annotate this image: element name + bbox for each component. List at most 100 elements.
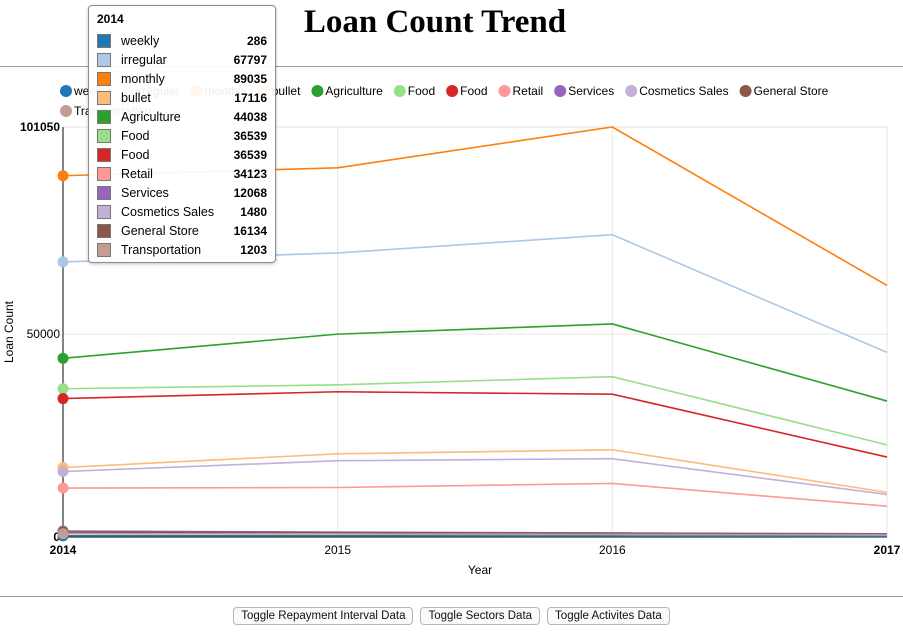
tooltip-series-value: 44038	[233, 109, 267, 124]
hover-tooltip: 2014 weekly 286 irregular 67797 monthly 89035…	[88, 5, 276, 263]
legend-item: General Store	[739, 84, 829, 98]
legend-item: Retail	[498, 84, 544, 98]
legend-marker	[554, 85, 567, 97]
legend-item: Food	[446, 84, 488, 98]
y-tick-label: 50000	[27, 327, 61, 341]
series-line-weekly	[62, 534, 888, 538]
tooltip-series-name: Retail	[121, 166, 153, 181]
legend-marker	[498, 85, 511, 97]
tooltip-series-value: 67797	[233, 52, 267, 67]
legend-item: Food	[393, 84, 435, 98]
series-line-agriculture	[62, 323, 888, 402]
legend-marker	[393, 85, 406, 97]
tooltip-series-value: 17116	[234, 90, 267, 105]
series-line-cosmetics-sales	[62, 457, 888, 496]
series-point-retail	[57, 482, 69, 494]
legend-item: Agriculture	[311, 84, 383, 98]
x-tick-label: 2014	[50, 543, 77, 557]
legend-marker	[60, 105, 72, 117]
toggle-activities-button[interactable]: Toggle Activites Data	[547, 607, 670, 625]
toggle-sectors-button[interactable]: Toggle Sectors Data	[420, 607, 541, 625]
series-line-food	[62, 375, 888, 446]
tooltip-series-value: 34123	[233, 166, 267, 181]
tooltip-row: weekly 286	[97, 31, 267, 50]
series-point-irregular	[57, 256, 69, 268]
tooltip-row: Transportation 1203	[97, 240, 267, 259]
tooltip-series-name: General Store	[121, 223, 199, 238]
series-point-transportation	[57, 528, 69, 540]
tooltip-series-value: 1203	[240, 242, 267, 257]
y-tick-label: 0	[53, 530, 60, 544]
tooltip-series-name: bullet	[121, 90, 151, 105]
x-tick-label: 2016	[599, 543, 626, 557]
series-point-food	[57, 393, 69, 405]
tooltip-swatch	[97, 185, 111, 200]
tooltip-series-name: Cosmetics Sales	[121, 204, 215, 219]
tooltip-series-name: Transportation	[121, 242, 202, 257]
series-line-food	[62, 390, 888, 458]
tooltip-series-name: Services	[121, 185, 169, 200]
line-chart: 2014 2015 2016 2017 0 50000 101050 Year Loan Cou…	[2, 84, 901, 577]
legend-label: Agriculture	[325, 84, 383, 98]
tooltip-series-value: 286	[246, 33, 267, 48]
tooltip-series-value: 89035	[233, 71, 267, 86]
tooltip-series-name: Food	[121, 128, 150, 143]
chart-title: Loan Count Trend	[303, 4, 567, 40]
legend-marker	[739, 85, 752, 97]
tooltip-swatch	[97, 33, 111, 48]
series-point-agriculture	[57, 352, 69, 364]
tooltip-series-value: 16134	[233, 223, 267, 238]
tooltip-row: Food 36539	[97, 126, 267, 145]
series-point-food	[57, 383, 69, 395]
legend-label: Retail	[513, 84, 544, 98]
legend-marker	[625, 85, 638, 97]
series-point-cosmetics-sales	[57, 466, 69, 478]
tooltip-row: Cosmetics Sales 1480	[97, 202, 267, 221]
y-tick-label: 101050	[20, 120, 60, 134]
x-tick-label: 2015	[324, 543, 351, 557]
toggle-repayment-interval-button[interactable]: Toggle Repayment Interval Data	[233, 607, 414, 625]
tooltip-row: Retail 34123	[97, 164, 267, 183]
tooltip-row: Services 12068	[97, 183, 267, 202]
tooltip-swatch	[97, 147, 111, 162]
legend-marker	[446, 85, 459, 97]
tooltip-swatch	[97, 90, 111, 105]
x-axis-label: Year	[468, 563, 492, 577]
series-line-general-store	[62, 531, 888, 535]
tooltip-swatch	[97, 242, 111, 257]
tooltip-series-value: 36539	[233, 128, 267, 143]
grid	[62, 126, 888, 538]
series-line-retail	[62, 482, 888, 507]
toggle-button-bar: Toggle Repayment Interval Data Toggle Se…	[0, 607, 903, 625]
legend-item: Services	[554, 84, 614, 98]
bottom-divider	[0, 596, 903, 597]
tooltip-series-value: 1480	[240, 204, 267, 219]
tooltip-swatch	[97, 128, 111, 143]
legend-label: Services	[568, 84, 614, 98]
series-point-monthly	[57, 170, 69, 182]
tooltip-swatch	[97, 166, 111, 181]
series-line-bullet	[62, 448, 888, 494]
tooltip-swatch	[97, 204, 111, 219]
tooltip-row: bullet 17116	[97, 88, 267, 107]
tooltip-swatch	[97, 52, 111, 67]
tooltip-row: Agriculture 44038	[97, 107, 267, 126]
tooltip-series-name: Food	[121, 147, 150, 162]
tooltip-row: irregular 67797	[97, 50, 267, 69]
top-divider	[0, 66, 903, 67]
tooltip-row: General Store 16134	[97, 221, 267, 240]
tooltip-swatch	[97, 71, 111, 86]
legend-label: General Store	[754, 84, 829, 98]
tooltip-swatch	[97, 223, 111, 238]
y-axis-label: Loan Count	[2, 300, 16, 363]
legend-label: Food	[460, 84, 487, 98]
series-lines	[62, 126, 888, 538]
legend-item: Cosmetics Sales	[625, 84, 729, 98]
tooltip-series-value: 12068	[233, 185, 267, 200]
legend-label: Cosmetics Sales	[639, 84, 728, 98]
tooltip-title: 2014	[97, 12, 124, 26]
legend-label: Food	[408, 84, 435, 98]
tooltip-series-name: weekly	[121, 33, 160, 48]
tooltip-row: Food 36539	[97, 145, 267, 164]
tooltip-swatch	[97, 109, 111, 124]
